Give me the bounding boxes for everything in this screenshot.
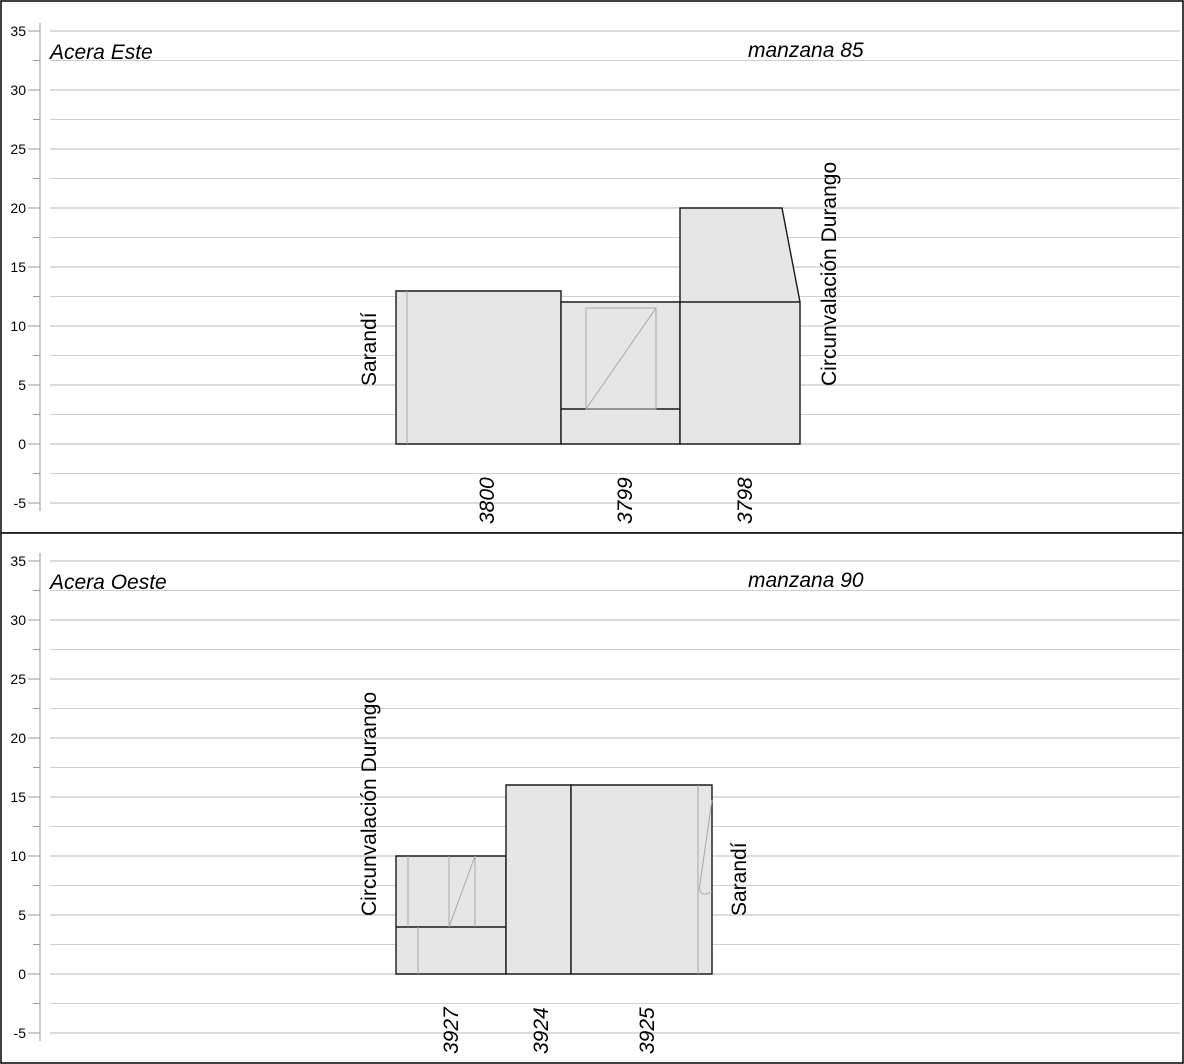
lot-3798-profile: [679, 207, 801, 445]
tick-label: -5: [14, 495, 27, 511]
lot-3925-rear-curve: [699, 799, 713, 895]
lot-number-3800: 3800: [476, 477, 499, 524]
tick-label: 15: [10, 789, 26, 805]
tick-label: 35: [10, 23, 26, 39]
lot-3924-profile: [505, 784, 572, 975]
lot-number-3798: 3798: [734, 477, 757, 524]
tick-label: 10: [10, 848, 26, 864]
lot-3800-profile: [395, 290, 562, 445]
sidewalk-title: Acera Este: [48, 41, 153, 64]
lot-number-3925: 3925: [636, 1007, 659, 1054]
tick-label: 25: [10, 671, 26, 687]
block-title: manzana 90: [748, 569, 864, 592]
tick-label: 20: [10, 730, 26, 746]
tick-label: 5: [18, 377, 26, 393]
lot-number-3927: 3927: [440, 1006, 463, 1054]
street-left-label: Circunvalación Durango: [358, 692, 381, 916]
lot-3799-diagonal: [585, 307, 657, 410]
panel-acera-este: 35 30 25 20 15 10 5 0 -5 Acera Este manzana 85 S…: [0, 0, 1184, 534]
tick-label: 20: [10, 200, 26, 216]
tick-label: 0: [18, 436, 26, 452]
tick-label: 30: [10, 612, 26, 628]
tick-label: 0: [18, 966, 26, 982]
lot-3927-profile: [395, 855, 507, 975]
lot-3799-profile: [560, 301, 681, 445]
tick-label: 5: [18, 907, 26, 923]
lot-3927-diagonal: [448, 855, 476, 928]
street-right-label: Sarandí: [728, 842, 751, 916]
tick-label: -5: [14, 1025, 27, 1041]
tick-label: 25: [10, 141, 26, 157]
height-axis: 35 30 25 20 15 10 5 0 -5: [10, 23, 41, 511]
street-left-label: Sarandí: [358, 312, 381, 386]
tick-label: 15: [10, 259, 26, 275]
street-right-label: Circunvalación Durango: [818, 162, 841, 386]
lot-3925-profile: [570, 784, 713, 975]
tick-label: 10: [10, 318, 26, 334]
lot-3799-courtyard: [585, 307, 657, 410]
block-title: manzana 85: [748, 39, 864, 62]
lot-number-3799: 3799: [614, 477, 637, 524]
lot-number-3924: 3924: [530, 1007, 553, 1054]
tick-label: 30: [10, 82, 26, 98]
tick-label: 35: [10, 553, 26, 569]
height-axis: 35 30 25 20 15 10 5 0 -5: [10, 553, 41, 1041]
sidewalk-title: Acera Oeste: [48, 571, 167, 594]
